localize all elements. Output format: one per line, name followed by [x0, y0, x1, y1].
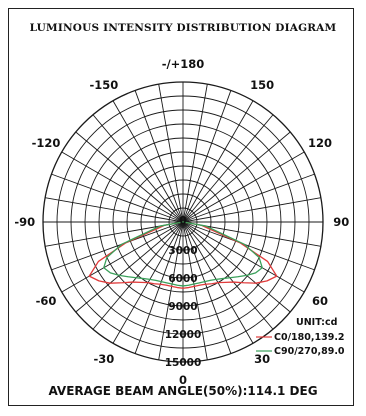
angle-label: -150: [90, 78, 119, 92]
chart-title: LUMINOUS INTENSITY DISTRIBUTION DIAGRAM: [29, 22, 337, 34]
grid-ring: [70, 109, 296, 335]
ring-label: 12000: [165, 329, 202, 341]
angle-label: -30: [94, 352, 115, 366]
ring-label: 3000: [168, 245, 197, 257]
legend: UNIT:cd C0/180,139.2 C90/270,89.0: [256, 317, 345, 357]
angle-label: 60: [312, 294, 328, 308]
polar-grid: [42, 81, 324, 363]
ring-label: 6000: [168, 273, 197, 285]
legend-unit: UNIT:cd: [296, 317, 337, 328]
angle-label: -/+180: [162, 57, 205, 71]
angle-labels: -/+180 -150 150 -120 120 -90 90 -60 60 -30 30 0: [14, 57, 349, 387]
series-curve-0: [88, 221, 278, 289]
grid-ring: [42, 81, 324, 363]
series-curve-1: [103, 221, 263, 287]
grid-ring: [98, 137, 268, 307]
angle-label: 30: [254, 352, 270, 366]
angle-label: 120: [308, 136, 332, 150]
legend-label-c90: C90/270,89.0: [274, 346, 345, 357]
diagram-frame: [8, 8, 354, 406]
ring-labels: 0 3000 6000 9000 12000 15000: [165, 215, 202, 369]
grid-ring: [84, 123, 282, 321]
ring-label: 15000: [165, 357, 202, 369]
angle-label: -120: [32, 136, 61, 150]
ring-label-center: 0: [179, 215, 186, 227]
grid-ring: [140, 179, 226, 265]
angle-label: 150: [250, 78, 274, 92]
grid-ring: [112, 151, 254, 293]
legend-label-c0: C0/180,139.2: [274, 332, 345, 343]
beam-angle-footer: AVERAGE BEAM ANGLE(50%):114.1 DEG: [48, 384, 318, 398]
grid-ring: [56, 95, 310, 349]
angle-label: -90: [14, 215, 35, 229]
angle-label: -60: [36, 294, 57, 308]
grid-ring: [154, 193, 212, 251]
series-layer: [88, 221, 278, 289]
grid-ring: [168, 207, 198, 237]
angle-label: 90: [333, 215, 349, 229]
angle-label: 0: [179, 373, 187, 387]
grid-ring: [126, 165, 240, 279]
ring-label: 9000: [168, 301, 197, 313]
